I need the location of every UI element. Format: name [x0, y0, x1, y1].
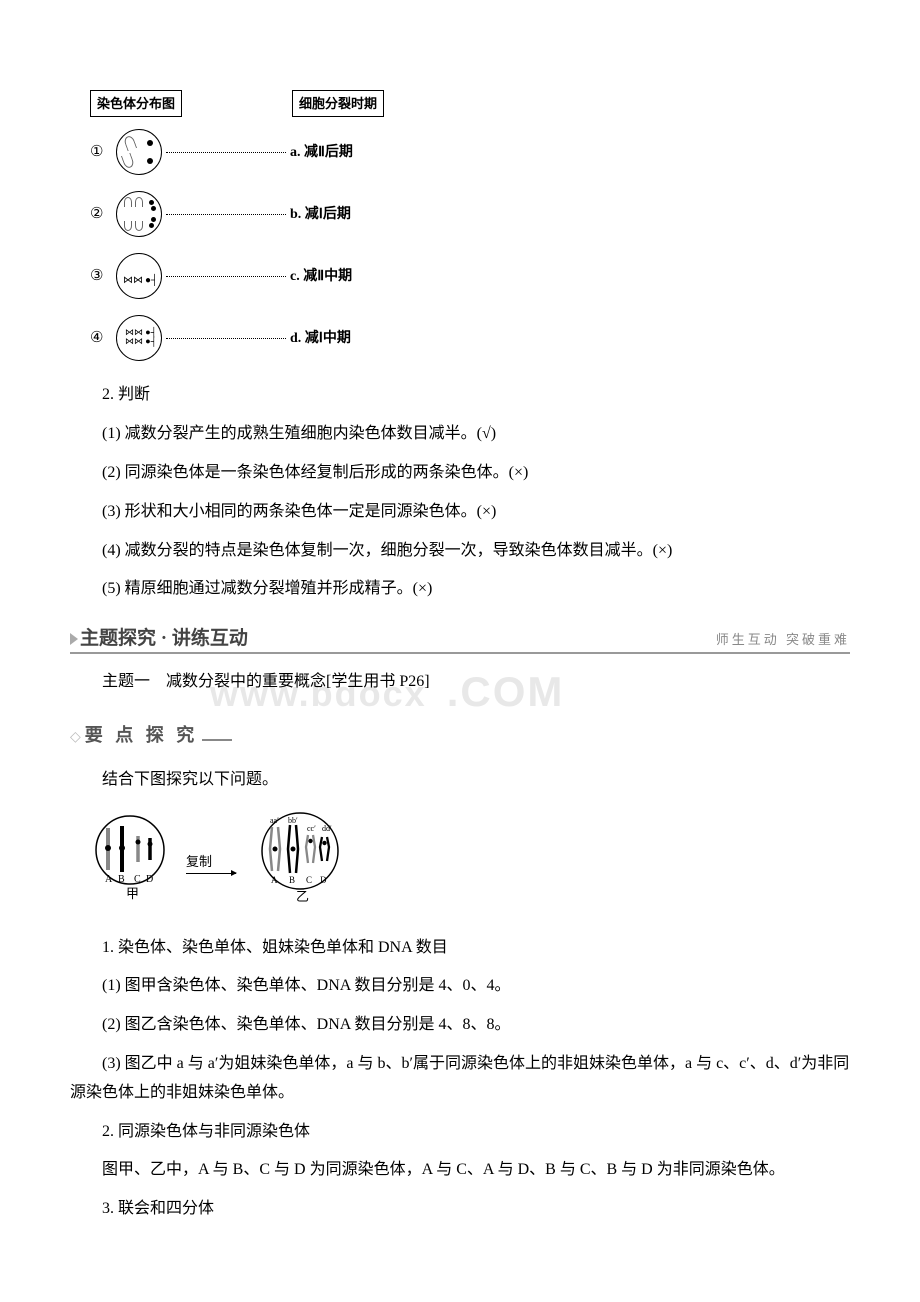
section-title: 主题探究 · 讲练互动: [80, 622, 248, 656]
phase-label-2: b. 减Ⅰ后期: [290, 202, 351, 227]
row-num-2: ②: [90, 201, 108, 228]
row-num-3: ③: [90, 263, 108, 290]
content-h3: 3. 联会和四分体: [70, 1195, 850, 1224]
watermark-zone: www.bdocx.COM 主题一 减数分裂中的重要概念[学生用书 P26]: [70, 668, 850, 697]
content-p2: (2) 图乙含染色体、染色单体、DNA 数目分别是 4、8、8。: [70, 1011, 850, 1040]
diagram-row-1: ① a. 减Ⅱ后期: [90, 129, 850, 175]
judge-item-5: (5) 精原细胞通过减数分裂增殖并形成精子。(×): [70, 575, 850, 604]
svg-text:A: A: [105, 874, 113, 885]
content-p4: 图甲、乙中，A 与 B、C 与 D 为同源染色体，A 与 C、A 与 D、B 与…: [70, 1156, 850, 1185]
jia-label: 甲: [126, 886, 139, 901]
svg-text:cc′: cc′: [307, 824, 316, 833]
phase-label-3: c. 减Ⅱ中期: [290, 264, 352, 289]
content-p3: (3) 图乙中 a 与 a′为姐妹染色单体，a 与 b、b′属于同源染色体上的非…: [70, 1050, 850, 1108]
judge-item-4: (4) 减数分裂的特点是染色体复制一次，细胞分裂一次，导致染色体数目减半。(×): [70, 537, 850, 566]
judge-item-1: (1) 减数分裂产生的成熟生殖细胞内染色体数目减半。(√): [70, 420, 850, 449]
diagram-row-2: ② b. 减Ⅰ后期: [90, 191, 850, 237]
section-subtitle: 师生互动 突破重难: [716, 628, 850, 651]
diagram-row-4: ④ ⋈⋈ ●┤⋈⋈ ●┤ d. 减Ⅰ中期: [90, 315, 850, 361]
cell-3: ⋈⋈ ●┤: [116, 253, 162, 299]
cell-1: [116, 129, 162, 175]
svg-text:D: D: [320, 875, 327, 885]
content-h2: 2. 同源染色体与非同源染色体: [70, 1118, 850, 1147]
diagram-headers: 染色体分布图 细胞分裂时期: [90, 90, 850, 117]
connector-4: [166, 338, 286, 339]
replication-arrow: 复制: [186, 850, 236, 874]
diagram-row-3: ③ ⋈⋈ ●┤ c. 减Ⅱ中期: [90, 253, 850, 299]
cell-2: [116, 191, 162, 237]
connector-1: [166, 152, 286, 153]
svg-text:bb′: bb′: [288, 816, 298, 825]
keypoint-label: 要 点 探 究: [85, 725, 199, 745]
triangle-icon: [70, 633, 78, 645]
svg-text:dd′: dd′: [322, 824, 332, 833]
connector-2: [166, 214, 286, 215]
svg-text:C: C: [306, 875, 312, 885]
arrow-text: 复制: [186, 854, 212, 869]
svg-text:aa′: aa′: [270, 816, 279, 825]
content-p1: (1) 图甲含染色体、染色单体、DNA 数目分别是 4、0、4。: [70, 972, 850, 1001]
explore-intro: 结合下图探究以下问题。: [70, 766, 850, 795]
header-left: 染色体分布图: [90, 90, 182, 117]
judge-item-3: (3) 形状和大小相同的两条染色体一定是同源染色体。(×): [70, 498, 850, 527]
phase-label-1: a. 减Ⅱ后期: [290, 140, 353, 165]
content-h1: 1. 染色体、染色单体、姐妹染色单体和 DNA 数目: [70, 934, 850, 963]
svg-text:D: D: [146, 874, 153, 885]
judge-item-2: (2) 同源染色体是一条染色体经复制后形成的两条染色体。(×): [70, 459, 850, 488]
svg-text:A: A: [271, 875, 278, 885]
replication-diagram: A B C D 甲 复制 aa′ bb′ cc′ dd′ A B C: [90, 809, 850, 916]
judge-title: 2. 判断: [70, 381, 850, 410]
connector-3: [166, 276, 286, 277]
cell-yi: aa′ bb′ cc′ dd′ A B C D 乙: [252, 809, 348, 916]
cell-jia: A B C D 甲: [90, 812, 170, 913]
cell-4: ⋈⋈ ●┤⋈⋈ ●┤: [116, 315, 162, 361]
yi-label: 乙: [296, 889, 309, 904]
row-num-1: ①: [90, 139, 108, 166]
svg-text:C: C: [134, 874, 141, 885]
keypoint-header: ◇ 要 点 探 究: [70, 719, 232, 752]
svg-text:B: B: [289, 875, 295, 885]
header-right: 细胞分裂时期: [292, 90, 384, 117]
phase-label-4: d. 减Ⅰ中期: [290, 326, 351, 351]
svg-text:B: B: [118, 874, 125, 885]
topic-1: 主题一 减数分裂中的重要概念[学生用书 P26]: [70, 668, 850, 697]
row-num-4: ④: [90, 325, 108, 352]
section-header: 主题探究 · 讲练互动 师生互动 突破重难: [70, 622, 850, 656]
chromosome-diagram: 染色体分布图 细胞分裂时期 ① a. 减Ⅱ后期 ② b. 减Ⅰ后期 ③: [70, 90, 850, 361]
